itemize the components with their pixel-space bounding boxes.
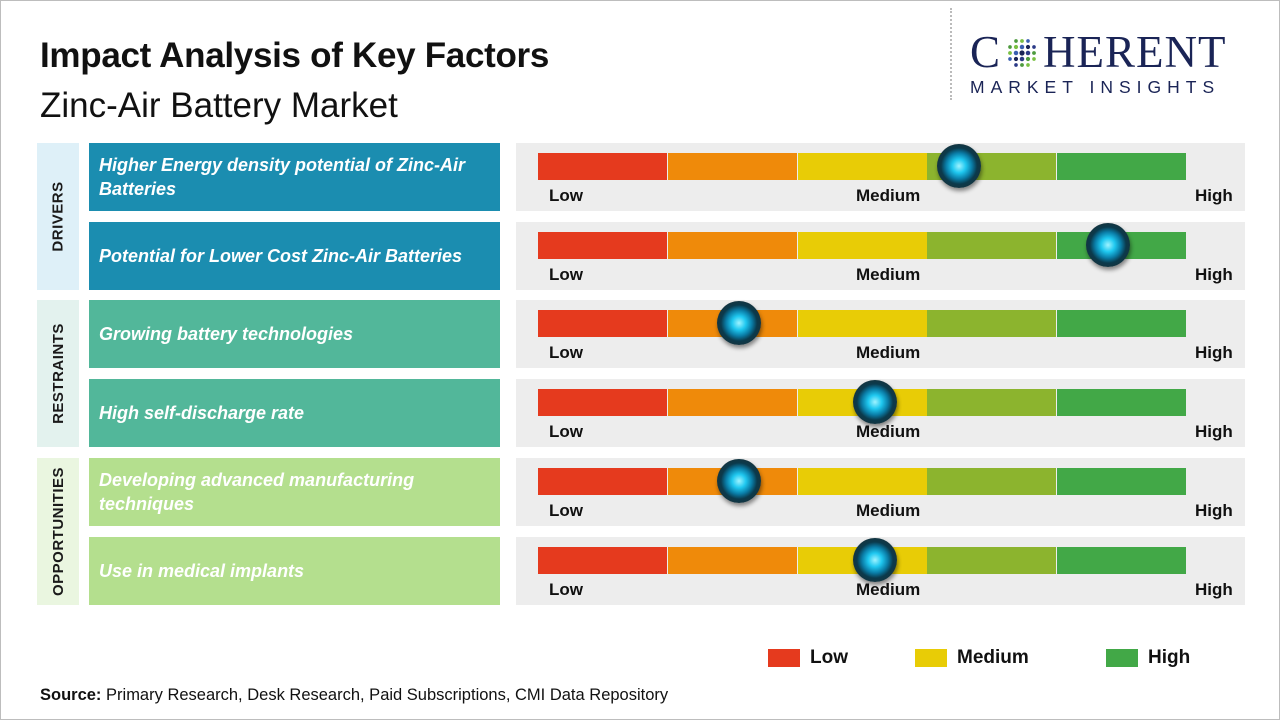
gauge-label-medium: Medium xyxy=(856,343,921,362)
factor-label-box: Use in medical implants xyxy=(89,537,500,605)
gauge-label-high: High xyxy=(1195,265,1233,284)
gauge-segment-3 xyxy=(798,310,927,337)
impact-gauge: Low Medium High xyxy=(516,458,1245,526)
gauge-label-high: High xyxy=(1195,422,1233,441)
legend-item-low: Low xyxy=(768,647,848,669)
company-logo: C HERENT MARKET INSIGHTS xyxy=(970,30,1265,100)
gauge-segment-4 xyxy=(927,468,1056,495)
legend-swatch-high xyxy=(1106,649,1138,667)
gauge-segment-1 xyxy=(538,389,667,416)
gauge-segment-4 xyxy=(927,389,1056,416)
source-text: Primary Research, Desk Research, Paid Su… xyxy=(101,686,669,704)
gauge-label-medium: Medium xyxy=(856,501,921,520)
gauge-indicator xyxy=(716,459,761,503)
logo-word: HERENT xyxy=(1043,27,1227,77)
gauge-segment-5 xyxy=(1057,389,1186,416)
gauge-label-low: Low xyxy=(549,265,583,284)
page-title: Impact Analysis of Key Factors xyxy=(40,36,550,75)
gauge-label-medium: Medium xyxy=(856,422,921,441)
impact-gauge: Low Medium High xyxy=(516,379,1245,447)
factor-label-box: Potential for Lower Cost Zinc-Air Batter… xyxy=(89,222,500,290)
category-label: RESTRAINTS xyxy=(49,323,67,424)
category-opportunities: OPPORTUNITIES xyxy=(37,458,79,605)
logo-globe-icon xyxy=(1008,38,1036,67)
legend-label: High xyxy=(1148,647,1191,668)
legend-item-high: High xyxy=(1106,647,1190,669)
gauge-segment-3 xyxy=(798,153,927,180)
category-restraints: RESTRAINTS xyxy=(37,300,79,447)
gauge-label-high: High xyxy=(1195,580,1233,599)
factor-label-box: Growing battery technologies xyxy=(89,300,500,368)
factor-label: Potential for Lower Cost Zinc-Air Batter… xyxy=(99,246,463,266)
impact-gauge: Low Medium High xyxy=(516,300,1245,368)
gauge-segment-5 xyxy=(1057,547,1186,574)
legend-item-medium: Medium xyxy=(915,647,1029,669)
gauge-segment-2 xyxy=(668,547,797,574)
gauge-segment-1 xyxy=(538,468,667,495)
gauge-segment-1 xyxy=(538,153,667,180)
factor-label: Higher Energy density potential of Zinc-… xyxy=(99,155,466,199)
gauge-segment-1 xyxy=(538,232,667,259)
legend-swatch-medium xyxy=(915,649,947,667)
gauge-label-low: Low xyxy=(549,580,583,599)
gauge-label-high: High xyxy=(1195,343,1233,362)
factor-label: Growing battery technologies xyxy=(99,324,354,344)
source-note: Source: Primary Research, Desk Research,… xyxy=(40,686,668,705)
gauge-segment-4 xyxy=(927,547,1056,574)
category-label: OPPORTUNITIES xyxy=(49,466,67,597)
gauge-label-low: Low xyxy=(549,343,583,362)
page-subtitle: Zinc-Air Battery Market xyxy=(40,86,398,125)
gauge-indicator xyxy=(852,380,897,424)
gauge-segment-1 xyxy=(538,547,667,574)
legend-label: Low xyxy=(810,647,848,668)
gauge-label-low: Low xyxy=(549,186,583,205)
logo-letter-c: C xyxy=(970,27,1002,77)
gauge-label-high: High xyxy=(1195,186,1233,205)
impact-gauge: Low Medium High xyxy=(516,143,1245,211)
factor-label: High self-discharge rate xyxy=(99,403,305,423)
gauge-segment-2 xyxy=(668,389,797,416)
gauge-segment-5 xyxy=(1057,468,1186,495)
impact-gauge: Low Medium High xyxy=(516,537,1245,605)
gauge-segment-2 xyxy=(668,153,797,180)
gauge-label-low: Low xyxy=(549,501,583,520)
gauge-indicator xyxy=(937,144,982,188)
factor-label-box: High self-discharge rate xyxy=(89,379,500,447)
gauge-label-medium: Medium xyxy=(856,580,921,599)
factor-label: Use in medical implants xyxy=(99,561,305,581)
source-prefix: Source: xyxy=(40,686,102,704)
factor-label-box: Developing advanced manufacturing techni… xyxy=(89,458,500,526)
gauge-indicator xyxy=(716,301,761,345)
gauge-segment-3 xyxy=(798,468,927,495)
legend-swatch-low xyxy=(768,649,800,667)
gauge-segment-1 xyxy=(538,310,667,337)
gauge-indicator xyxy=(1086,223,1131,267)
legend-label: Medium xyxy=(957,647,1029,668)
factor-label-box: Higher Energy density potential of Zinc-… xyxy=(89,143,500,211)
gauge-label-high: High xyxy=(1195,501,1233,520)
gauge-segment-3 xyxy=(798,232,927,259)
gauge-label-medium: Medium xyxy=(856,265,921,284)
gauge-segment-4 xyxy=(927,232,1056,259)
gauge-label-medium: Medium xyxy=(856,186,921,205)
category-drivers: DRIVERS xyxy=(37,143,79,290)
gauge-segment-4 xyxy=(927,310,1056,337)
gauge-label-low: Low xyxy=(549,422,583,441)
factor-label: Developing advanced manufacturing techni… xyxy=(99,470,415,514)
logo-tagline: MARKET INSIGHTS xyxy=(970,77,1221,97)
gauge-segment-5 xyxy=(1057,310,1186,337)
impact-gauge: Low Medium High xyxy=(516,222,1245,290)
gauge-indicator xyxy=(852,538,897,582)
gauge-segment-5 xyxy=(1057,153,1186,180)
gauge-segment-2 xyxy=(668,232,797,259)
logo-divider xyxy=(950,8,952,100)
category-label: DRIVERS xyxy=(49,181,67,252)
